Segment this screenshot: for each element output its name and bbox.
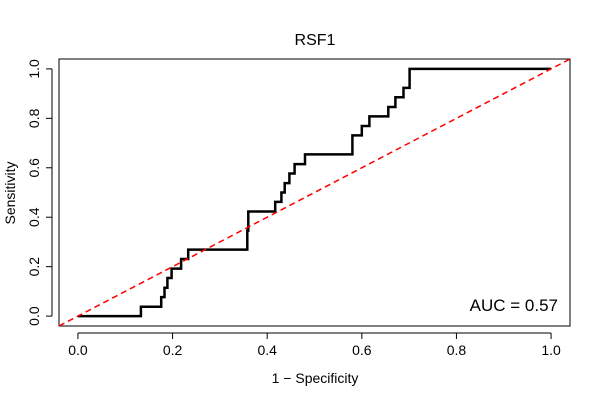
x-tick-label: 0.2 xyxy=(163,342,183,358)
x-tick-label: 1.0 xyxy=(541,342,561,358)
x-tick-label: 0.6 xyxy=(352,342,372,358)
roc-curve xyxy=(77,67,552,318)
y-tick-label: 0.8 xyxy=(26,108,42,128)
plot-area-frame xyxy=(58,58,571,327)
y-tick-label: 0.0 xyxy=(26,306,42,326)
chart-title: RSF1 xyxy=(295,32,336,49)
y-tick-label: 0.2 xyxy=(26,257,42,277)
x-tick-label: 0.0 xyxy=(68,342,88,358)
y-axis: 0.0 0.2 0.4 0.6 0.8 1.0 xyxy=(26,59,53,326)
auc-annotation: AUC = 0.57 xyxy=(470,296,558,315)
x-axis: 0.0 0.2 0.4 0.6 0.8 1.0 xyxy=(68,332,561,358)
y-tick-label: 0.4 xyxy=(26,207,42,227)
y-tick-label: 0.6 xyxy=(26,158,42,178)
y-axis-label: Sensitivity xyxy=(2,161,18,224)
y-tick-label: 1.0 xyxy=(26,59,42,79)
series-layer xyxy=(58,58,571,327)
x-tick-label: 0.8 xyxy=(447,342,467,358)
x-axis-label: 1 − Specificity xyxy=(272,370,359,386)
diagonal-reference-line xyxy=(58,58,571,327)
x-tick-label: 0.4 xyxy=(257,342,277,358)
